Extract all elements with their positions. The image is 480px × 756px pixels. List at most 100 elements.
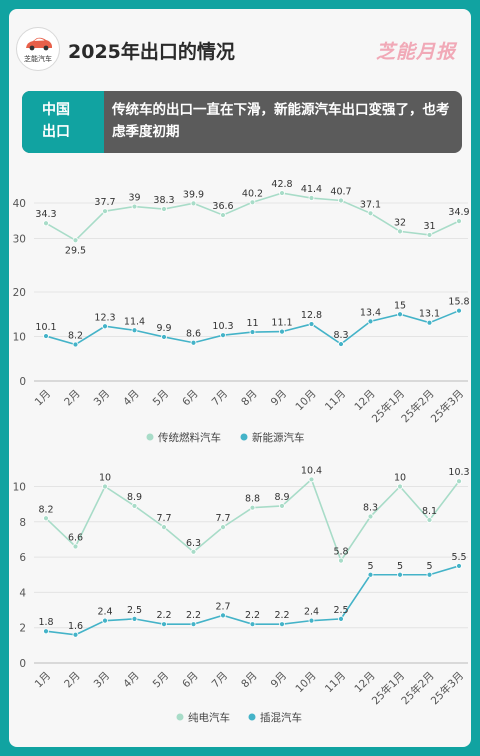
summary-banner: 中国 出口 传统车的出口一直在下滑，新能源汽车出口变强了，也考虑季度初期	[22, 91, 462, 153]
nev-series-point	[190, 339, 197, 346]
ice-series-point	[131, 203, 138, 210]
ice-series-point	[426, 232, 433, 238]
bev-series-data-label: 10.4	[301, 465, 322, 476]
nev-series-point	[43, 333, 49, 339]
bev-series-point	[397, 483, 403, 490]
ice-series-data-label: 37.7	[94, 197, 115, 208]
phev-series-data-label: 2.2	[186, 610, 201, 621]
phev-series-data-label: 5.5	[451, 552, 466, 563]
bev-series-point	[308, 476, 315, 483]
bev-series-data-label: 10.3	[448, 467, 469, 478]
legend-label: 传统燃料汽车	[158, 431, 221, 444]
phev-series-point	[72, 631, 79, 638]
ice-series-data-label: 29.5	[65, 245, 86, 256]
logo-text: 芝能汽车	[24, 55, 52, 63]
bev-series-data-label: 6.3	[186, 538, 201, 549]
ice-series-data-label: 37.1	[360, 199, 381, 210]
y-tick-label: 20	[13, 287, 26, 299]
bev-series-line	[45, 478, 460, 563]
nev-series-point	[456, 307, 462, 314]
ice-series-data-label: 41.4	[301, 184, 322, 195]
nev-series-data-label: 8.2	[68, 331, 83, 342]
x-tick-label: 1月	[33, 670, 54, 691]
nev-series-data-label: 11.4	[124, 316, 145, 327]
page-title: 2025年出口的情况	[68, 41, 235, 63]
ice-series-point	[338, 197, 344, 204]
nev-series-data-label: 8.3	[333, 330, 348, 341]
bev-series-data-label: 10	[394, 473, 406, 484]
ice-series-data-label: 36.6	[212, 201, 233, 212]
bev-series-point	[220, 524, 226, 530]
bev-series-point	[131, 503, 138, 509]
phev-series-data-label: 5	[367, 561, 373, 572]
phev-series-point	[102, 617, 108, 624]
ice-series-point	[220, 212, 226, 218]
bev-series-data-label: 8.8	[245, 494, 260, 505]
phev-series-data-label: 5	[426, 561, 432, 572]
banner-tag-line2: 出口	[42, 124, 70, 140]
y-tick-label: 6	[19, 552, 26, 564]
ice-series-data-label: 39.9	[183, 189, 204, 200]
phev-series-data-label: 2.2	[274, 610, 289, 621]
phev-series-point	[456, 563, 462, 569]
bev-series-point	[190, 548, 197, 555]
bev-series-data-label: 6.6	[68, 533, 83, 544]
ice-series-data-label: 32	[394, 217, 406, 228]
ice-series-point	[72, 237, 79, 244]
phev-series-data-label: 2.5	[127, 605, 142, 616]
x-tick-label: 12月	[352, 388, 377, 413]
nev-series-data-label: 15	[394, 300, 406, 311]
legend-label: 插混汽车	[260, 711, 302, 724]
bev-series-point	[249, 504, 256, 511]
phev-series-data-label: 1.6	[68, 621, 83, 632]
nev-series-point	[308, 321, 315, 327]
ice-series-point	[279, 190, 285, 196]
x-tick-label: 11月	[323, 388, 348, 413]
ice-series-point	[102, 208, 108, 215]
legend-label: 纯电汽车	[188, 711, 230, 724]
x-tick-label: 7月	[210, 388, 231, 409]
x-tick-label: 5月	[151, 670, 172, 691]
x-tick-label: 12月	[352, 670, 377, 695]
ice-series-data-label: 38.3	[153, 195, 174, 206]
x-tick-label: 4月	[121, 670, 142, 691]
nev-series-point	[72, 341, 79, 348]
x-tick-label: 9月	[269, 388, 290, 409]
ice-series-point	[367, 210, 374, 217]
phev-series-point	[43, 628, 49, 635]
bev-series-data-label: 10	[99, 473, 111, 484]
x-tick-label: 3月	[92, 388, 113, 409]
bev-series-point	[161, 524, 167, 530]
phev-series-point	[249, 621, 256, 628]
ice-series-point	[43, 220, 49, 227]
x-tick-label: 25年3月	[428, 669, 466, 707]
x-tick-label: 8月	[239, 388, 260, 409]
x-tick-label: 10月	[293, 388, 318, 413]
ice-series-point	[161, 206, 167, 212]
y-tick-label: 2	[19, 623, 26, 635]
legend-marker	[248, 713, 256, 721]
x-tick-label: 6月	[180, 670, 201, 691]
x-tick-label: 5月	[151, 388, 172, 409]
bev-series-data-label: 7.7	[156, 513, 171, 524]
nev-series-data-label: 9.9	[156, 323, 171, 334]
nev-series-point	[426, 319, 433, 326]
phev-series-data-label: 2.2	[245, 610, 260, 621]
nev-series-data-label: 13.1	[419, 309, 440, 320]
phev-series-point	[367, 571, 374, 578]
legend-marker	[240, 433, 248, 441]
banner-text: 传统车的出口一直在下滑，新能源汽车出口变强了，也考虑季度初期	[112, 102, 450, 140]
y-tick-label: 10	[13, 482, 26, 494]
legend-marker	[146, 433, 154, 441]
y-tick-label: 8	[19, 517, 26, 529]
banner-tag: 中国 出口	[22, 91, 104, 153]
x-tick-label: 7月	[210, 670, 231, 691]
car-logo-icon	[26, 37, 52, 51]
x-tick-label: 9月	[269, 670, 290, 691]
y-tick-label: 40	[13, 198, 26, 210]
logo: 芝能汽车	[16, 27, 60, 71]
x-tick-label: 10月	[293, 670, 318, 695]
y-tick-label: 10	[13, 332, 26, 344]
y-tick-label: 0	[19, 376, 26, 388]
